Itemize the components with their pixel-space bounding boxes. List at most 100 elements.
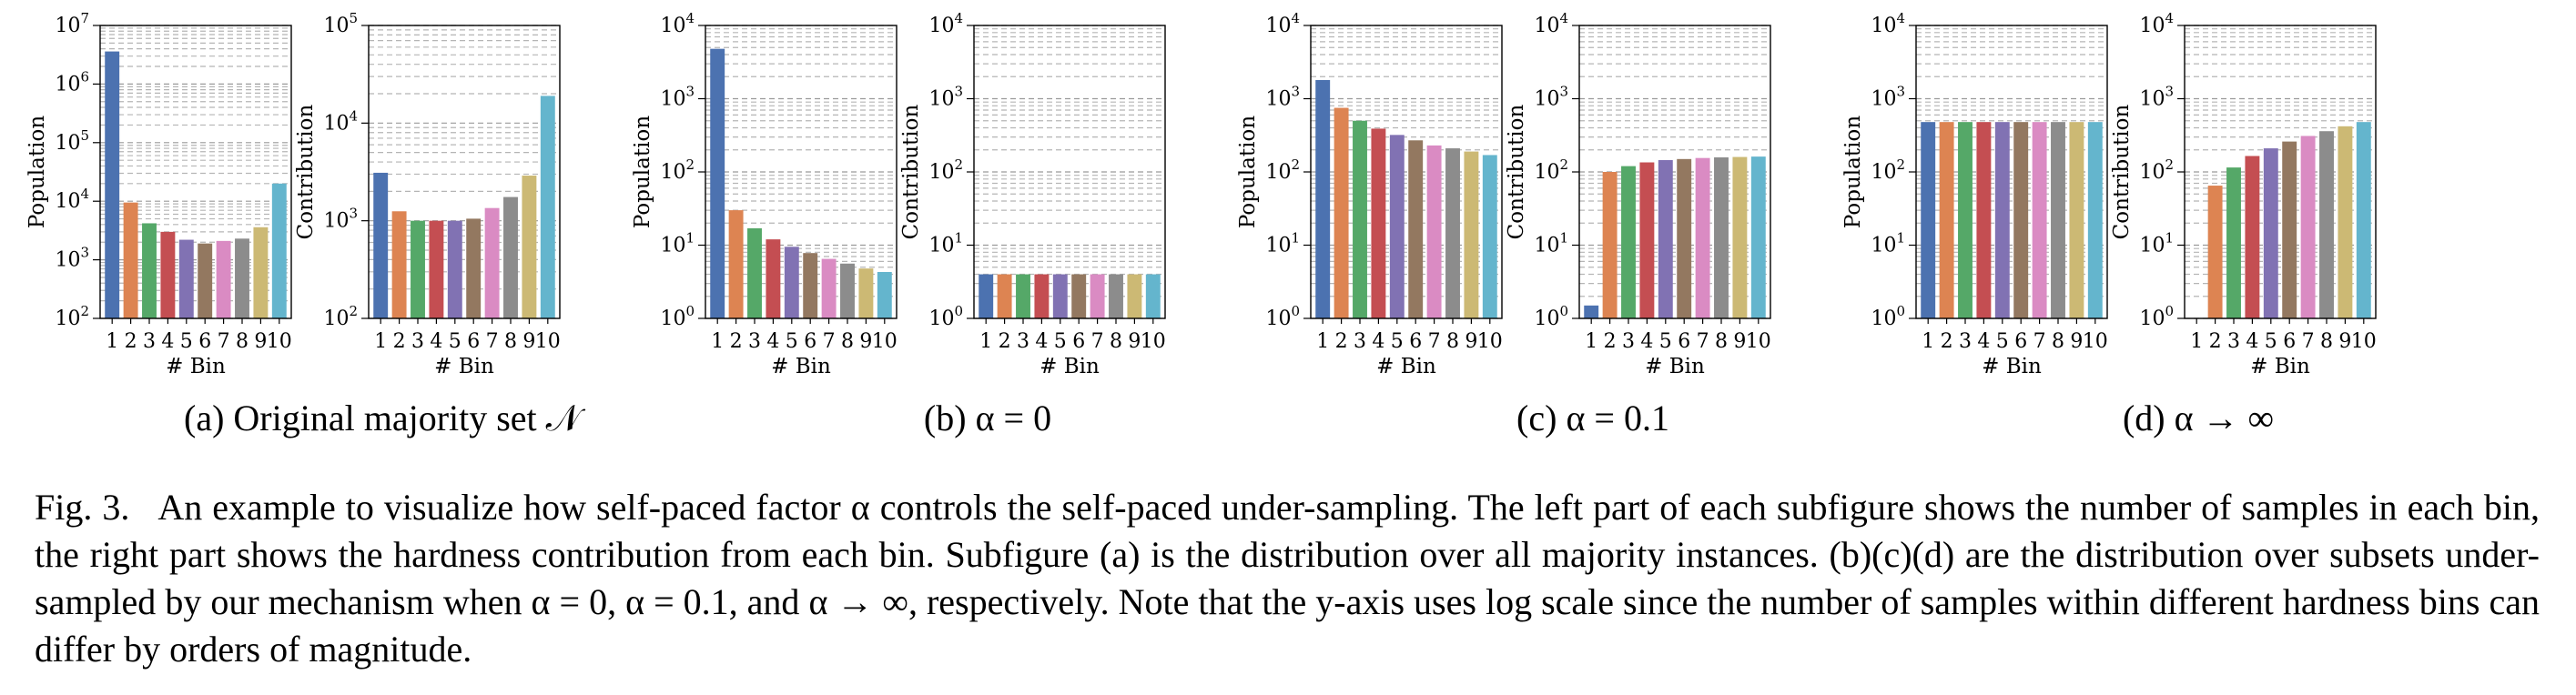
y-tick-label: 101 [2139, 230, 2174, 257]
bar-a-left-10 [271, 183, 287, 318]
x-tick-label: 7 [2033, 330, 2046, 353]
bar-a-right-6 [466, 218, 482, 318]
bar-b-right-6 [1071, 274, 1087, 318]
x-tick-label: 10 [2083, 330, 2108, 353]
y-axis-label: Population [1841, 116, 1865, 228]
bar-c-left-6 [1408, 140, 1424, 318]
bar-d-left-2 [1939, 122, 1954, 318]
chart-c-population: 1 2 3 4 5 6 7 8 9 10 100 101 102 103 104 # Bin Populatio… [1236, 10, 1503, 378]
bar-a-left-8 [235, 238, 249, 318]
x-axis-label: # Bin [1982, 355, 2042, 378]
axes-frame [705, 25, 898, 319]
bar-d-right-8 [2319, 131, 2334, 318]
x-tick-label: 10 [267, 330, 292, 353]
x-tick-label: 5 [786, 330, 798, 353]
subcaption-a-text: Original majority set 𝒩 [233, 398, 581, 438]
x-tick-label: 2 [2209, 330, 2222, 353]
bar-c-right-1 [1584, 305, 1599, 318]
subcaption-b-text: α = 0 [975, 398, 1052, 438]
bar-c-left-5 [1389, 135, 1405, 318]
x-tick-label: 3 [411, 330, 424, 353]
bar-d-left-4 [1976, 122, 1992, 318]
bar-b-left-3 [747, 227, 762, 318]
x-tick-label: 3 [1622, 330, 1635, 353]
x-axis-label: # Bin [1376, 355, 1436, 378]
x-axis-label: # Bin [1040, 355, 1100, 378]
x-tick-label: 5 [1391, 330, 1404, 353]
bar-c-left-9 [1464, 151, 1479, 318]
bar-c-right-5 [1658, 160, 1673, 318]
bar-d-left-7 [2032, 122, 2047, 318]
x-tick-label: 7 [486, 330, 499, 353]
x-tick-label: 9 [2338, 330, 2351, 353]
bar-b-right-1 [979, 274, 994, 318]
x-tick-label: 6 [2014, 330, 2027, 353]
bar-a-left-7 [216, 240, 231, 318]
x-tick-label: 6 [467, 330, 480, 353]
bar-d-left-8 [2051, 122, 2065, 318]
x-tick-label: 8 [1715, 330, 1728, 353]
y-axis-label: Population [25, 116, 49, 228]
chart-b-contribution: 1 2 3 4 5 6 7 8 9 10 100 101 102 103 104 # Bin Contribut… [899, 10, 1166, 378]
axes-frame [1578, 25, 1771, 319]
bar-b-right-3 [1016, 274, 1030, 318]
x-tick-label: 5 [449, 330, 461, 353]
x-tick-label: 7 [218, 330, 230, 353]
y-tick-label: 104 [1265, 10, 1300, 37]
x-axis-label: # Bin [1645, 355, 1705, 378]
y-tick-label: 102 [2139, 156, 2174, 184]
subcaption-b: (b) α = 0 [733, 397, 1242, 439]
bar-a-right-2 [391, 211, 407, 318]
bar-b-left-10 [877, 272, 892, 318]
bar-b-right-9 [1127, 274, 1142, 318]
x-tick-label: 4 [1035, 330, 1048, 353]
x-tick-label: 1 [711, 330, 724, 353]
bar-c-right-9 [1732, 156, 1748, 318]
x-axis-label: # Bin [2250, 355, 2310, 378]
bar-d-left-5 [1994, 122, 2010, 318]
x-tick-label: 3 [1959, 330, 1972, 353]
subcaption-a-label: (a) [184, 398, 225, 438]
bar-d-left-1 [1921, 122, 1936, 318]
axes-frame [368, 25, 561, 319]
subcaption-c-label: (c) [1516, 398, 1557, 438]
bar-a-right-7 [484, 207, 500, 318]
y-tick-label: 104 [2139, 10, 2174, 37]
x-tick-label: 8 [2320, 330, 2333, 353]
x-tick-label: 2 [125, 330, 137, 353]
y-tick-label: 103 [1534, 84, 1568, 111]
x-tick-label: 10 [1141, 330, 1166, 353]
axes-frame [99, 25, 292, 319]
x-tick-label: 4 [1977, 330, 1990, 353]
x-tick-label: 9 [1733, 330, 1746, 353]
bar-a-right-1 [373, 172, 389, 318]
bar-d-right-9 [2338, 126, 2353, 318]
x-axis-label: # Bin [166, 355, 226, 378]
x-tick-label: 7 [2302, 330, 2315, 353]
bar-a-right-4 [429, 220, 444, 318]
x-tick-label: 4 [1640, 330, 1653, 353]
x-tick-label: 7 [1428, 330, 1441, 353]
chart-b-population: 1 2 3 4 5 6 7 8 9 10 100 101 102 103 104 # Bin Populatio… [631, 10, 898, 378]
y-axis-label: Contribution [1505, 104, 1528, 239]
bar-c-right-6 [1677, 158, 1692, 318]
bar-a-right-5 [447, 220, 462, 318]
y-tick-label: 100 [2139, 303, 2174, 330]
x-tick-label: 8 [1446, 330, 1459, 353]
bar-d-right-7 [2300, 136, 2316, 318]
x-tick-label: 4 [161, 330, 174, 353]
y-tick-label: 100 [1534, 303, 1568, 330]
x-tick-label: 5 [2265, 330, 2277, 353]
x-axis-label: # Bin [434, 355, 494, 378]
x-tick-label: 4 [766, 330, 779, 353]
y-tick-label: 102 [1871, 156, 1905, 184]
x-tick-label: 4 [430, 330, 442, 353]
y-tick-label: 103 [55, 245, 89, 272]
x-tick-label: 1 [1585, 330, 1597, 353]
y-axis-label: Contribution [2110, 104, 2134, 239]
bar-d-right-6 [2282, 141, 2297, 318]
bar-c-right-3 [1621, 166, 1636, 318]
subcaption-d: (d) α → ∞ [1943, 397, 2453, 439]
bar-d-left-9 [2069, 122, 2084, 318]
